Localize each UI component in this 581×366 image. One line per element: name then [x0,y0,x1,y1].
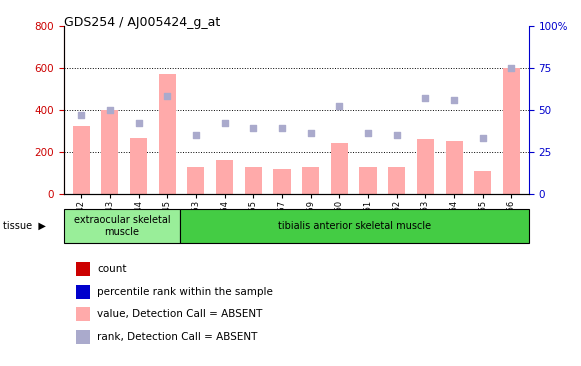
Point [105,107,114,113]
Text: tissue  ▶: tissue ▶ [3,221,46,231]
Bar [73,126,89,194]
Text: value, Detection Call = ABSENT: value, Detection Call = ABSENT [97,309,263,320]
Bar [159,74,176,194]
Point [363,130,372,136]
Text: tibialis anterior skeletal muscle: tibialis anterior skeletal muscle [278,221,431,231]
Bar [417,139,434,194]
Point [335,104,344,109]
Bar [187,167,205,194]
Point [163,93,172,99]
Point [507,65,516,71]
Bar [245,167,262,194]
Text: count: count [97,264,127,274]
Bar [446,141,462,194]
Bar [360,167,376,194]
Bar [273,169,290,194]
Bar [503,68,520,194]
Bar [130,138,147,194]
Point [450,97,459,102]
Point [134,120,143,126]
FancyBboxPatch shape [64,209,180,243]
Point [191,132,200,138]
Point [421,95,430,101]
Point [277,126,286,131]
Text: GDS254 / AJ005424_g_at: GDS254 / AJ005424_g_at [64,16,220,30]
Point [392,132,401,138]
Bar [101,110,119,194]
Bar [388,167,406,194]
Bar [474,171,492,194]
Point [77,112,86,118]
Text: percentile rank within the sample: percentile rank within the sample [97,287,273,297]
Text: rank, Detection Call = ABSENT: rank, Detection Call = ABSENT [97,332,257,342]
Point [478,135,487,141]
Text: extraocular skeletal
muscle: extraocular skeletal muscle [74,215,170,237]
FancyBboxPatch shape [180,209,529,243]
Point [220,120,229,126]
Bar [216,160,233,194]
Point [306,130,315,136]
Bar [302,167,320,194]
Bar [331,143,348,194]
Point [249,126,258,131]
